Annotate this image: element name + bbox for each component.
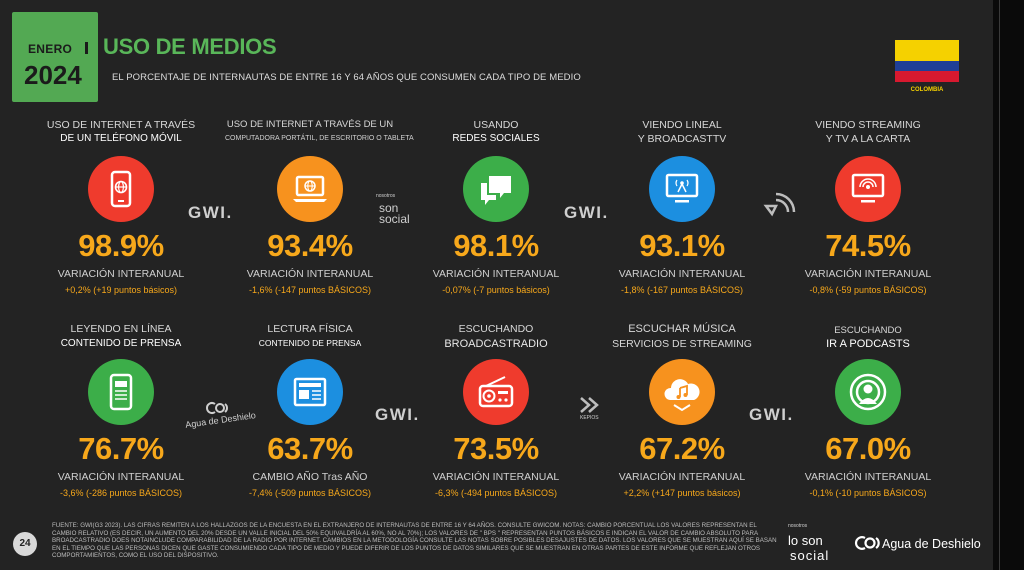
gwi-logo: GWI. <box>375 405 420 424</box>
card-sublabel: COMPUTADORA PORTÁTIL, DE ESCRITORIO O TA… <box>225 135 414 142</box>
agua-de-deshielo-text: Agua de Deshielo <box>882 537 981 551</box>
tv-broadcast-icon <box>649 156 715 222</box>
agua-logo-icon <box>206 402 228 414</box>
lo-son-text: lo son <box>788 533 823 548</box>
card-value: 93.1% <box>639 228 725 263</box>
card-variation-label: VARIACIÓN INTERANUAL <box>618 268 746 280</box>
son-social-logo: son social <box>379 201 410 226</box>
gwi-logo: GWI. <box>188 203 233 222</box>
card-change: -7,4% (-509 puntos BÁSICOS) <box>248 488 372 498</box>
card-change: +0,2% (+19 puntos básicos) <box>64 285 178 295</box>
card-label: VIENDO STREAMING <box>815 119 921 131</box>
nosotros-label: nosotros <box>788 523 808 529</box>
card-change: -0,1% (-10 puntos BÁSICOS) <box>809 488 927 498</box>
card-value: 93.4% <box>267 228 353 263</box>
right-edge-bar <box>993 0 1024 570</box>
card-label: USO DE INTERNET A TRAVÉS <box>46 119 196 131</box>
card-variation-label: VARIACIÓN INTERANUAL <box>57 471 185 483</box>
card-change: -6,3% (-494 puntos BÁSICOS) <box>434 488 558 498</box>
broadcast-signal-icon <box>763 192 796 217</box>
date-year: 2024 <box>24 60 82 90</box>
page-subtitle: EL PORCENTAJE DE INTERNAUTAS DE ENTRE 16… <box>112 72 581 83</box>
chat-bubbles-icon <box>463 156 529 222</box>
card-label: LEYENDO EN LÍNEA <box>70 323 172 335</box>
card-sublabel: Y TV A LA CARTA <box>825 133 911 145</box>
date-badge: ENERO 2024 <box>12 12 98 102</box>
card-sublabel: IR A PODCASTS <box>826 338 910 350</box>
card-variation-label: VARIACIÓN INTERANUAL <box>57 268 185 280</box>
card-value: 74.5% <box>825 228 911 263</box>
tablet-reading-icon <box>88 359 154 425</box>
music-cloud-icon <box>649 359 715 425</box>
card-sublabel: CONTENIDO DE PRENSA <box>258 338 362 348</box>
card-change: +2,2% (+147 puntos básicos) <box>623 488 741 498</box>
country-label: COLOMBIA <box>910 87 944 93</box>
card-label: USO DE INTERNET A TRAVÉS DE UN <box>226 119 394 130</box>
card-change: -1,6% (-147 puntos BÁSICOS) <box>248 285 372 295</box>
card-variation-label: VARIACIÓN INTERANUAL <box>618 471 746 483</box>
slide: ENERO 2024 USO DE MEDIOS EL PORCENTAJE D… <box>0 0 993 570</box>
card-variation-label: VARIACIÓN INTERANUAL <box>432 471 560 483</box>
gwi-logo: GWI. <box>749 405 794 424</box>
card-sublabel: BROADCASTRADIO <box>444 338 548 350</box>
agua-logo-icon <box>854 536 880 550</box>
card-change: -1,8% (-167 puntos BÁSICOS) <box>620 285 744 295</box>
card-value: 67.0% <box>825 431 911 466</box>
card-change: -3,6% (-286 puntos BÁSICOS) <box>59 488 183 498</box>
gwi-logo: GWI. <box>564 203 609 222</box>
card-sublabel: Y BROADCASTTV <box>637 133 727 145</box>
card-value: 73.5% <box>453 431 539 466</box>
card-sublabel: REDES SOCIALES <box>452 133 540 144</box>
nosotros-label: nosotros <box>376 193 396 199</box>
card-value: 76.7% <box>78 431 164 466</box>
podcast-icon <box>835 359 901 425</box>
card-variation-label: VARIACIÓN INTERANUAL <box>432 268 560 280</box>
card-value: 67.2% <box>639 431 725 466</box>
card-variation-label: VARIACIÓN INTERANUAL <box>246 268 374 280</box>
card-value: 63.7% <box>267 431 353 466</box>
card-variation-label: CAMBIO AÑO Tras AÑO <box>252 471 368 483</box>
date-month: ENERO <box>28 42 73 56</box>
date-divider <box>85 42 88 54</box>
card-label: ESCUCHAR MÚSICA <box>628 323 736 335</box>
card-label: USANDO <box>473 119 519 131</box>
laptop-icon <box>277 156 343 222</box>
source-notes: FUENTE: GWI(G3 2023). LAS CIFRAS REMITEN… <box>52 522 777 560</box>
card-change: -0,8% (-59 puntos BÁSICOS) <box>809 285 927 295</box>
card-variation-label: VARIACIÓN INTERANUAL <box>804 268 932 280</box>
card-label: VIENDO LINEAL <box>642 119 722 131</box>
kepios-text: KEPIOS <box>580 415 599 421</box>
streaming-tv-icon <box>835 156 901 222</box>
card-variation-label: VARIACIÓN INTERANUAL <box>804 471 932 483</box>
card-value: 98.9% <box>78 228 164 263</box>
card-value: 98.1% <box>453 228 539 263</box>
card-change: -0,07% (-7 puntos básicos) <box>442 285 550 295</box>
card-label: ESCUCHANDO <box>834 325 902 336</box>
card-label: ESCUCHANDO <box>458 323 534 335</box>
smartphone-icon <box>88 156 154 222</box>
card-sublabel: DE UN TELÉFONO MÓVIL <box>60 133 182 144</box>
radio-icon <box>463 359 529 425</box>
card-label: LECTURA FÍSICA <box>267 323 353 335</box>
social-text: social <box>790 548 830 563</box>
page-title: USO DE MEDIOS <box>103 34 277 59</box>
newspaper-icon <box>277 359 343 425</box>
card-sublabel: CONTENIDO DE PRENSA <box>60 338 182 349</box>
card-sublabel: SERVICIOS DE STREAMING <box>612 338 752 350</box>
kepios-logo-icon <box>580 397 599 413</box>
page-number: 24 <box>13 532 37 556</box>
colombia-flag <box>895 40 959 82</box>
